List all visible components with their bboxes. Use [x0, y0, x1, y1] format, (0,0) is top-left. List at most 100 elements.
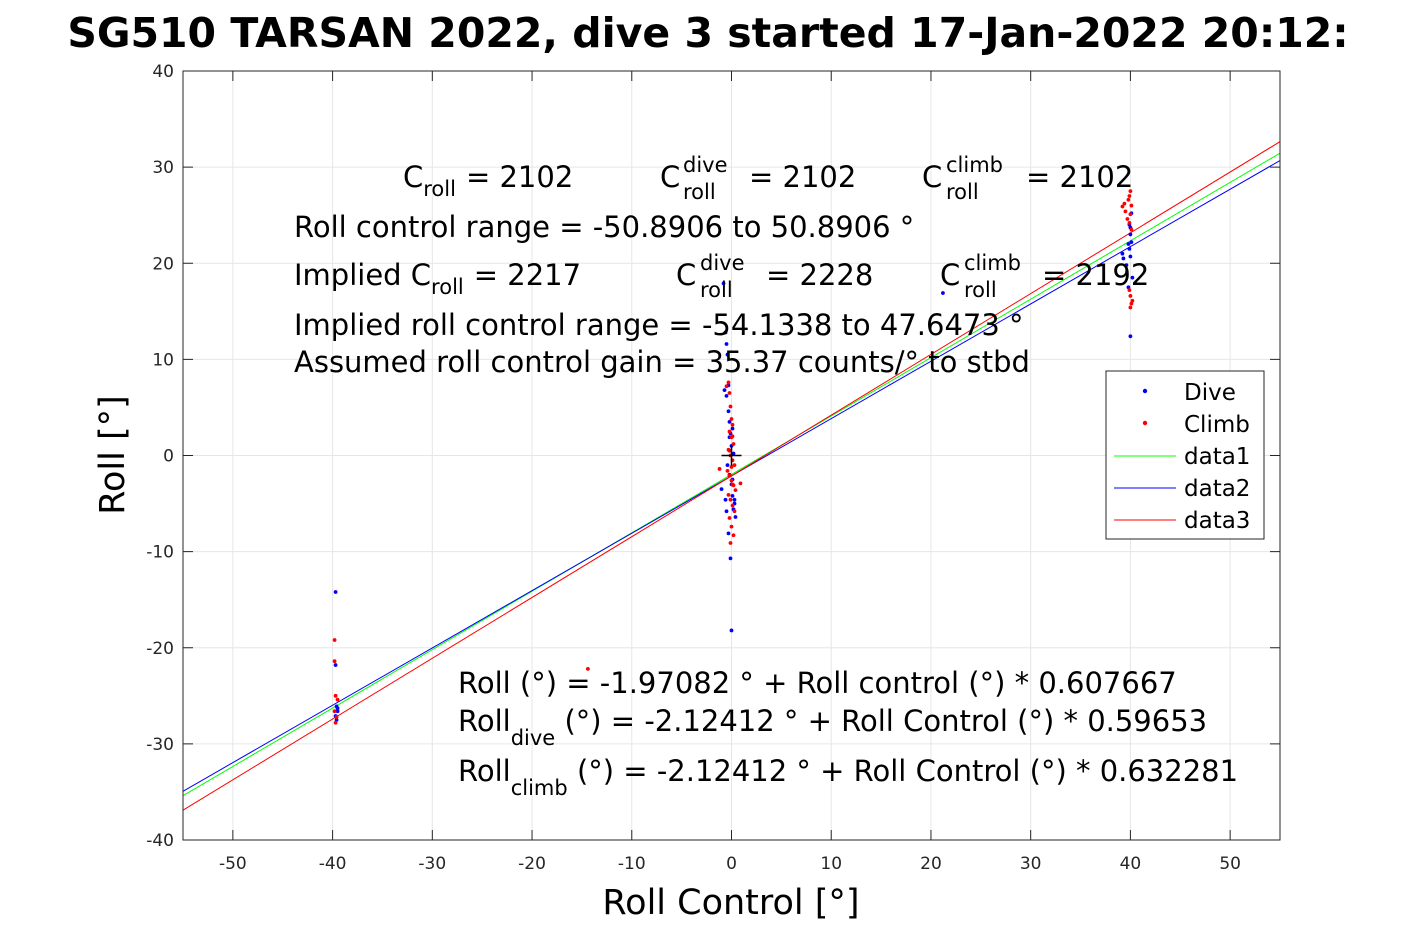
legend-label-data1: data1: [1184, 444, 1250, 470]
scatter-points: [332, 189, 1135, 725]
y-axis-label: Roll [°]: [93, 395, 133, 515]
dive-point: [722, 388, 727, 393]
legend-marker-climb: [1142, 420, 1148, 426]
climb-point: [1127, 288, 1132, 293]
climb-point: [727, 448, 732, 453]
climb-point: [732, 509, 737, 514]
implied-c-roll-text: Implied Croll = 2217: [294, 258, 581, 299]
origin-crosshair: [721, 445, 742, 466]
dive-point: [724, 342, 729, 346]
climb-point: [1127, 220, 1132, 225]
c-roll-dive-value: = 2102: [749, 160, 856, 194]
dive-point: [732, 497, 737, 502]
dive-point: [725, 463, 730, 468]
dive-point: [941, 291, 945, 295]
x-tick-label: -10: [618, 854, 646, 874]
y-tick-label: -10: [146, 543, 174, 563]
fit-dive-equation: Rolldive (°) = -2.12412 ° + Roll Control…: [458, 704, 1207, 750]
climb-point: [730, 434, 735, 439]
fit-line-data3: [182, 141, 1281, 811]
climb-point: [727, 391, 732, 395]
climb-point: [1125, 217, 1130, 221]
plot-area: -50 -40 -30 -20 -10 0 10 20 30 40 50 -40 -30 -20 -10 0 1…: [146, 62, 1281, 874]
climb-point: [585, 666, 590, 671]
implied-c-roll-dive-text: C: [676, 258, 696, 292]
legend-label-dive: Dive: [1184, 380, 1236, 406]
dive-point: [719, 487, 724, 492]
dive-point: [728, 556, 733, 561]
climb-point: [1128, 305, 1133, 310]
dive-point: [726, 531, 731, 536]
implied-c-roll-climb-value: = 2192: [1042, 258, 1149, 292]
assumed-roll-control-gain: Assumed roll control gain = 35.37 counts…: [294, 345, 1030, 379]
dive-point: [1126, 285, 1131, 290]
climb-point: [334, 715, 339, 719]
climb-point: [729, 478, 734, 483]
climb-point: [731, 533, 736, 538]
axis-ticks: -50 -40 -30 -20 -10 0 10 20 30 40 50 -40 -30 -20 -10 0 1…: [146, 62, 1280, 874]
y-tick-label: 30: [152, 158, 174, 178]
climb-point: [729, 417, 734, 421]
climb-point: [1129, 301, 1134, 306]
climb-point: [727, 473, 732, 478]
climb-point: [1129, 227, 1134, 232]
c-roll-text: Croll = 2102: [403, 160, 573, 201]
dive-point: [730, 493, 735, 498]
climb-point: [728, 404, 733, 409]
legend-label-data2: data2: [1184, 476, 1250, 502]
climb-point: [730, 503, 735, 508]
climb-point: [726, 380, 731, 385]
climb-point: [724, 384, 729, 389]
climb-point: [1122, 201, 1127, 206]
implied-c-roll-climb-sup: climb: [964, 251, 1021, 275]
climb-point: [1130, 298, 1135, 303]
climb-point: [730, 482, 735, 487]
dive-point: [1128, 334, 1133, 339]
x-tick-label: 50: [1219, 854, 1241, 874]
roll-control-range: Roll control range = -50.8906 to 50.8906…: [294, 210, 914, 244]
y-tick-label: 10: [152, 350, 174, 370]
climb-point: [727, 516, 732, 520]
x-tick-label: 40: [1120, 854, 1142, 874]
climb-point: [1128, 212, 1133, 217]
dive-point: [335, 706, 340, 711]
fit-equation-annotations: Roll (°) = -1.97082 ° + Roll control (°)…: [458, 666, 1238, 800]
y-tick-label: 40: [152, 62, 174, 82]
x-tick-label: 20: [920, 854, 942, 874]
climb-point: [333, 720, 338, 725]
legend: Dive Climb data1 data2 data3: [1105, 370, 1265, 540]
fit-overall-equation: Roll (°) = -1.97082 ° + Roll control (°)…: [458, 666, 1177, 700]
dive-point: [725, 352, 730, 357]
c-roll-climb-sub: roll: [946, 180, 979, 204]
x-tick-label: 10: [820, 854, 842, 874]
climb-point: [730, 422, 735, 427]
dive-point: [733, 515, 738, 519]
y-tick-label: 0: [163, 447, 174, 467]
dive-point: [724, 509, 729, 514]
climb-point: [727, 429, 732, 434]
climb-point: [738, 481, 743, 486]
climb-point: [1123, 209, 1128, 214]
dive-point: [1121, 256, 1126, 261]
dive-point: [1128, 232, 1133, 237]
climb-point: [731, 442, 736, 446]
x-tick-label: -30: [418, 854, 446, 874]
climb-point: [733, 488, 738, 493]
fit-climb-equation: Rollclimb (°) = -2.12412 ° + Roll Contro…: [458, 754, 1238, 800]
x-tick-label: -50: [219, 854, 247, 874]
dive-point: [1128, 254, 1133, 259]
dive-point: [1130, 275, 1135, 280]
legend-label-data3: data3: [1184, 508, 1250, 534]
c-roll-dive-sub: roll: [683, 180, 716, 204]
x-tick-label: -40: [319, 854, 347, 874]
x-tick-label: 0: [726, 854, 737, 874]
dive-point: [731, 451, 736, 456]
climb-point: [335, 697, 340, 702]
y-tick-label: 20: [152, 254, 174, 274]
fit-line-data1: [182, 152, 1281, 797]
fit-lines: [182, 141, 1281, 811]
climb-point: [332, 659, 337, 664]
climb-point: [1129, 203, 1134, 208]
climb-point: [729, 465, 734, 469]
